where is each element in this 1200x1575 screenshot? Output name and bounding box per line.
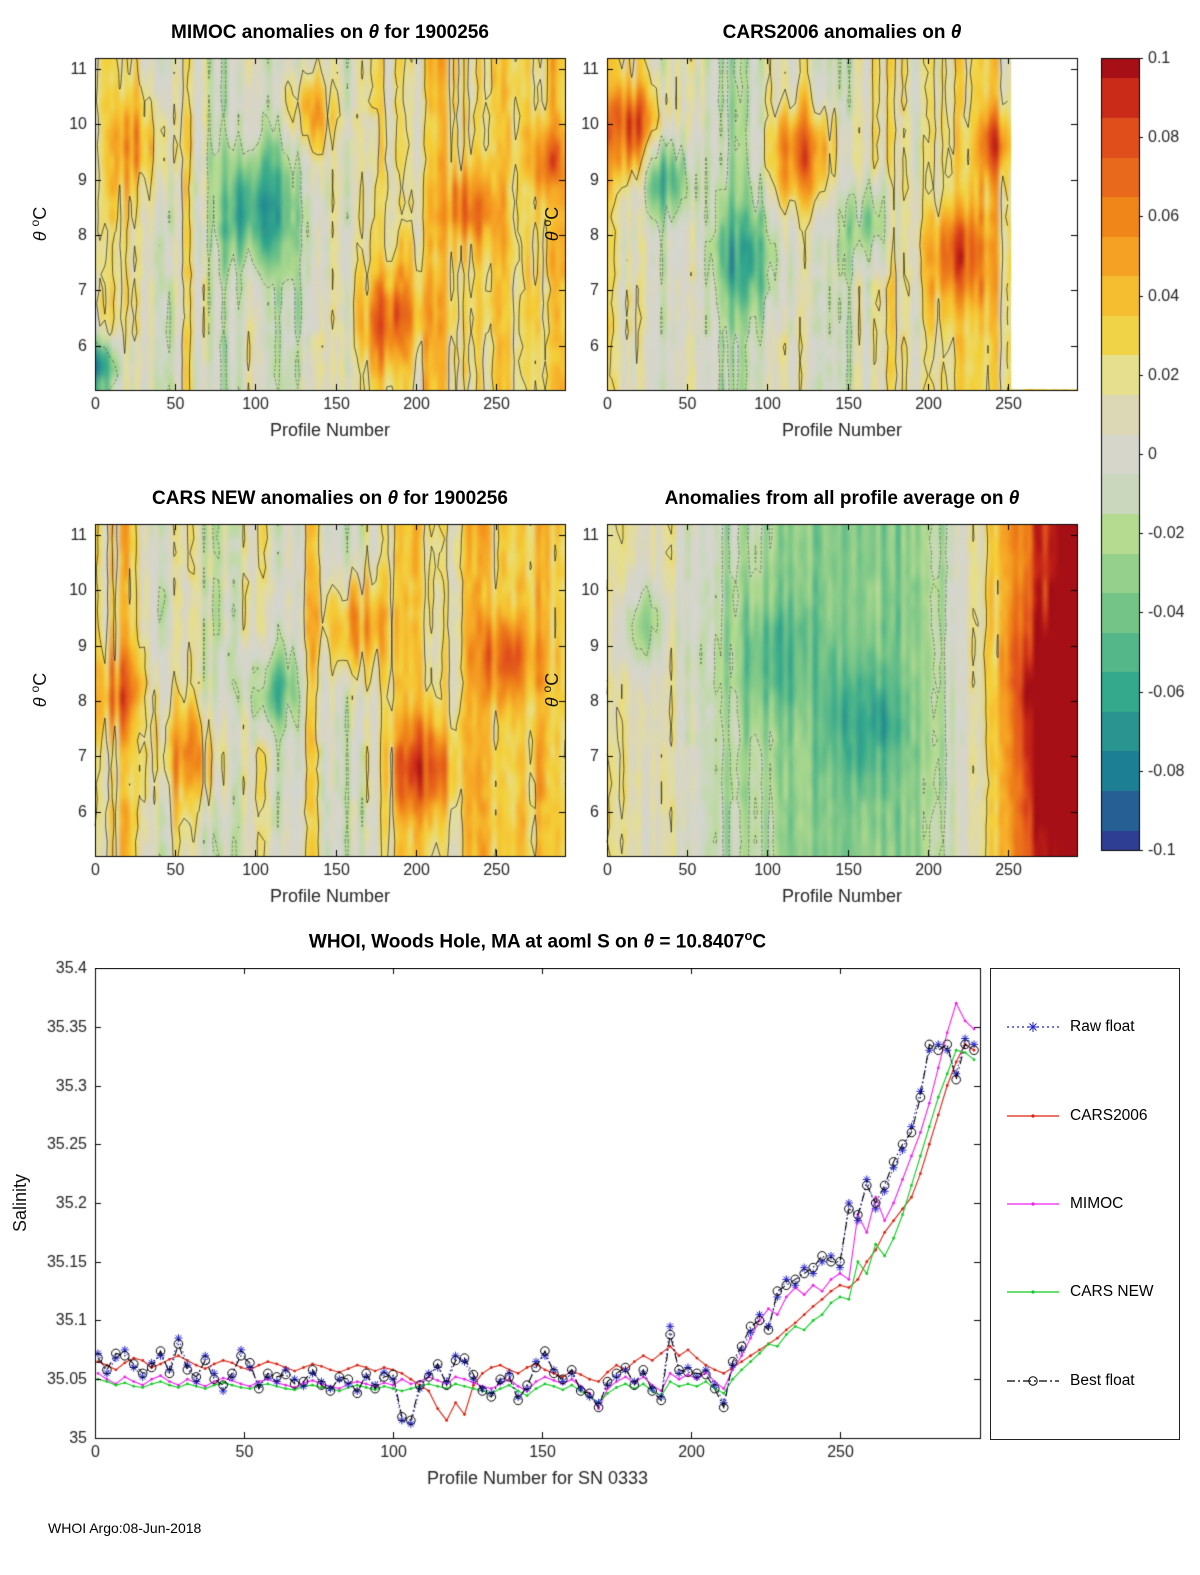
mimoc-heatmap-canvas xyxy=(35,52,575,452)
panel-mimoc: MIMOC anomalies on θ for 1900256 θ oC xyxy=(28,22,575,474)
legend-label: Best float xyxy=(1070,1371,1135,1389)
panel-carsnew: CARS NEW anomalies on θ for 1900256 θ oC xyxy=(28,488,575,940)
salinity-axis-label: Salinity xyxy=(10,1173,30,1233)
theta-symbol: θ xyxy=(368,22,380,43)
best-float-legend-sample-icon xyxy=(1007,1376,1059,1386)
salinity-panel: WHOI, Woods Hole, MA at aoml S on θ = 10… xyxy=(10,928,1035,1513)
title-text: WHOI, Woods Hole, MA at aoml S on xyxy=(308,931,644,953)
cars2006-legend-sample-icon xyxy=(1007,1113,1059,1118)
salinity-chart-canvas xyxy=(35,958,1035,1503)
legend-label: MIMOC xyxy=(1070,1194,1124,1212)
panel-allprofile-title: Anomalies from all profile average on θ xyxy=(607,488,1077,510)
panel-cars2006-title: CARS2006 anomalies on θ xyxy=(607,22,1077,44)
carsnew-heatmap-canvas xyxy=(35,518,575,918)
legend-item-best-float: Best float xyxy=(1005,1372,1179,1390)
legend-item-raw-float: Raw float xyxy=(1005,1018,1179,1036)
panel-mimoc-title: MIMOC anomalies on θ for 1900256 xyxy=(95,22,565,44)
mimoc-legend-sample-icon xyxy=(1007,1202,1059,1206)
panel-cars2006: CARS2006 anomalies on θ θ oC xyxy=(540,22,1087,474)
theta-symbol: θ xyxy=(1008,488,1020,509)
panel-carsnew-title: CARS NEW anomalies on θ for 1900256 xyxy=(95,488,565,510)
legend-item-cars-new: CARS NEW xyxy=(1005,1283,1179,1301)
legend-label: CARS2006 xyxy=(1070,1106,1148,1124)
colorbar-canvas xyxy=(1093,50,1193,862)
title-text: CARS NEW anomalies on xyxy=(152,488,388,509)
theta-symbol: θ xyxy=(950,22,962,43)
legend-item-cars2006: CARS2006 xyxy=(1005,1107,1179,1125)
title-text: = 10.8407 xyxy=(654,931,745,953)
salinity-title: WHOI, Woods Hole, MA at aoml S on θ = 10… xyxy=(95,928,980,953)
theta-symbol: θ xyxy=(643,931,655,953)
title-text: MIMOC anomalies on xyxy=(171,22,369,43)
raw-float-legend-sample-icon xyxy=(1007,1022,1059,1033)
colorbar xyxy=(1093,50,1193,867)
title-text: for 1900256 xyxy=(379,22,489,43)
legend-label: CARS NEW xyxy=(1070,1283,1154,1301)
title-text: for 1900256 xyxy=(398,488,508,509)
footer-text: WHOI Argo:08-Jun-2018 xyxy=(48,1520,202,1536)
cars2006-heatmap-canvas xyxy=(547,52,1087,452)
legend-label: Raw float xyxy=(1070,1018,1135,1036)
legend-item-mimoc: MIMOC xyxy=(1005,1195,1179,1213)
allprofile-heatmap-canvas xyxy=(547,518,1087,918)
title-text: C xyxy=(752,931,767,953)
title-text: CARS2006 anomalies on xyxy=(722,22,951,43)
panel-allprofile: Anomalies from all profile average on θ … xyxy=(540,488,1087,940)
title-text: Anomalies from all profile average on xyxy=(664,488,1009,509)
theta-symbol: θ xyxy=(387,488,399,509)
cars-new-legend-sample-icon xyxy=(1007,1290,1059,1294)
legend: Raw float CARS2006 MIMOC CARS NEW Best float xyxy=(990,968,1180,1440)
degree-sup: o xyxy=(744,928,753,943)
